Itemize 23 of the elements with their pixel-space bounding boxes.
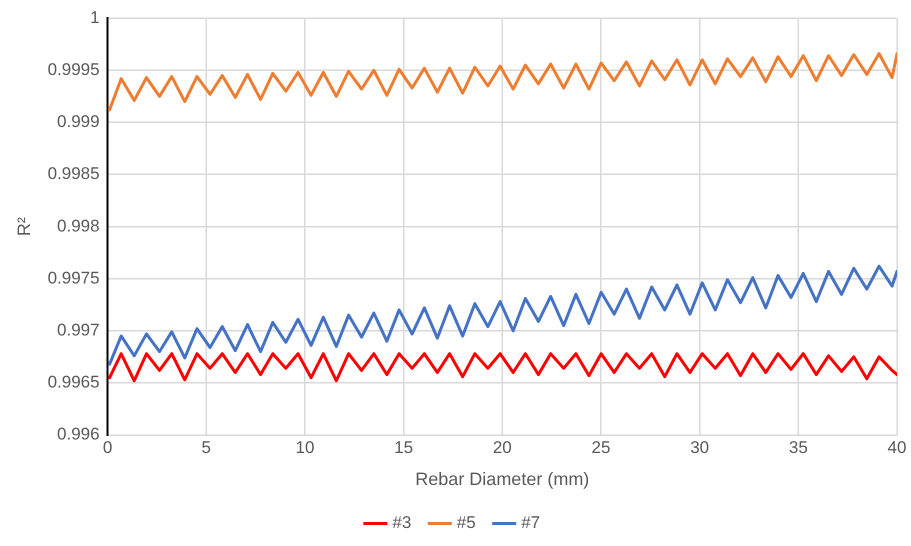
- legend-label: #3: [392, 513, 412, 532]
- legend-label: #5: [456, 513, 476, 532]
- y-tick-label: 0.996: [57, 424, 100, 444]
- y-tick-label: 1: [90, 8, 100, 27]
- y-axis-title: R²: [14, 217, 34, 236]
- x-tick-label: 10: [295, 438, 314, 457]
- y-tick-label: 0.997: [57, 320, 100, 340]
- y-tick-label: 0.9995: [48, 60, 100, 79]
- y-tick-label: 0.9985: [48, 164, 100, 184]
- x-tick-label: 30: [690, 438, 710, 457]
- x-tick-label: 20: [492, 438, 512, 457]
- x-tick-label: 35: [788, 438, 808, 457]
- y-tick-label: 0.998: [57, 216, 100, 236]
- x-tick-label: 5: [202, 438, 212, 457]
- x-tick-label: 15: [394, 438, 414, 457]
- x-tick-label: 0: [102, 438, 112, 457]
- y-tick-label: 0.999: [57, 112, 100, 132]
- x-tick-label: 40: [888, 438, 906, 457]
- y-tick-label: 0.9965: [48, 372, 100, 392]
- x-axis-title: Rebar Diameter (mm): [415, 469, 590, 490]
- y-tick-label: 0.9975: [48, 268, 100, 288]
- x-tick-label: 25: [592, 438, 610, 457]
- legend-label: #7: [521, 513, 540, 532]
